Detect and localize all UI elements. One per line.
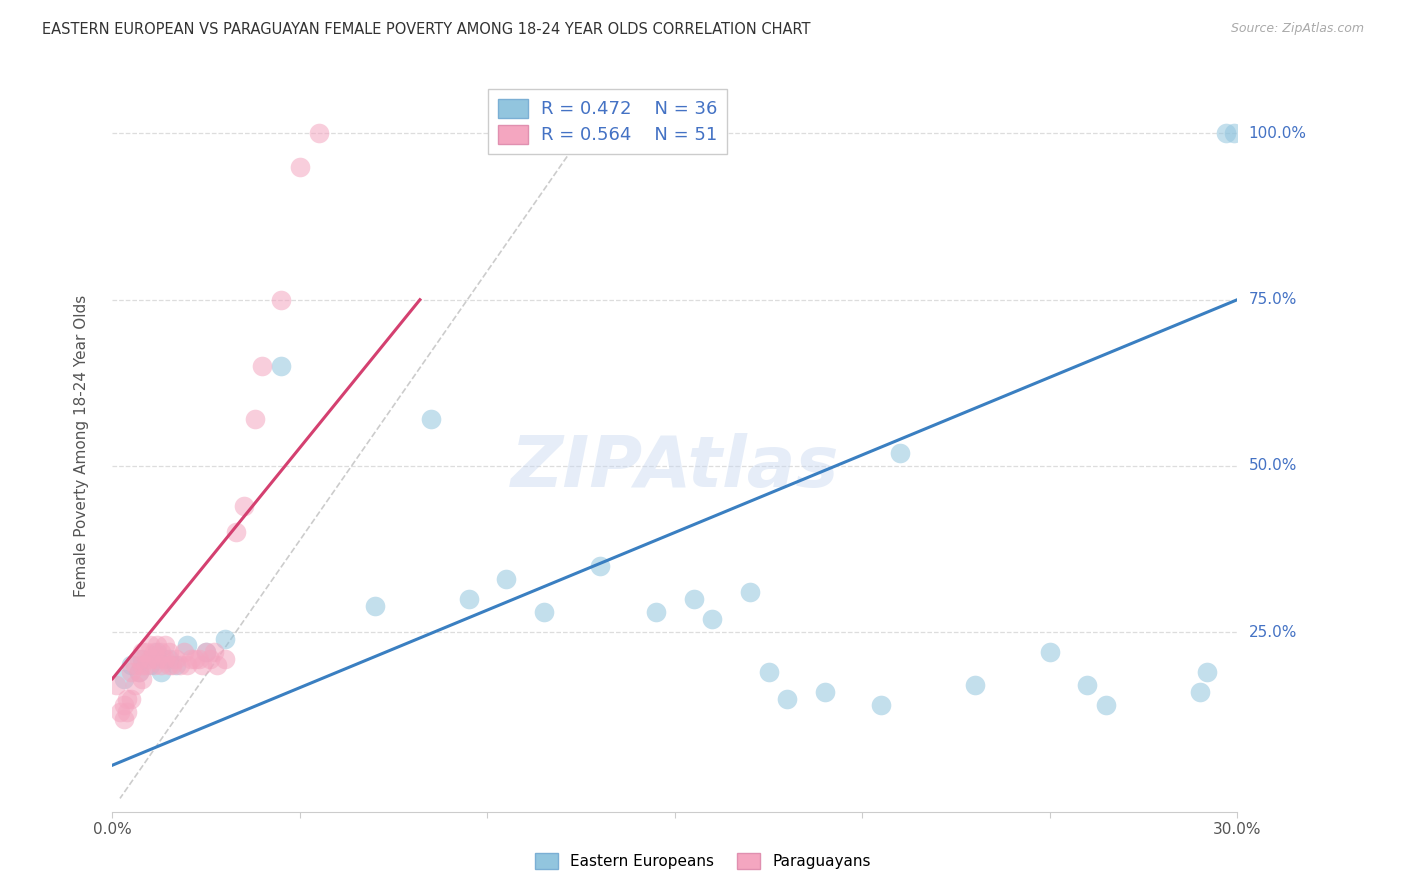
Point bbox=[1197, 665, 1219, 679]
Text: 75.0%: 75.0% bbox=[1249, 293, 1296, 307]
Point bbox=[162, 658, 184, 673]
Point bbox=[202, 645, 225, 659]
Point bbox=[105, 678, 128, 692]
Point bbox=[180, 652, 202, 666]
Point bbox=[198, 652, 221, 666]
Point bbox=[457, 591, 479, 606]
Point bbox=[176, 639, 198, 653]
Point bbox=[112, 712, 135, 726]
Point bbox=[214, 652, 236, 666]
Legend: Eastern Europeans, Paraguayans: Eastern Europeans, Paraguayans bbox=[529, 847, 877, 875]
Point bbox=[243, 412, 266, 426]
Point bbox=[157, 652, 180, 666]
Point bbox=[308, 127, 330, 141]
Text: 100.0%: 100.0% bbox=[1249, 126, 1306, 141]
Point bbox=[184, 652, 207, 666]
Point bbox=[738, 585, 761, 599]
Point bbox=[120, 658, 142, 673]
Point bbox=[117, 705, 139, 719]
Point bbox=[165, 658, 187, 673]
Point bbox=[124, 658, 146, 673]
Point bbox=[128, 665, 150, 679]
Point bbox=[364, 599, 387, 613]
Point bbox=[225, 525, 247, 540]
Text: 50.0%: 50.0% bbox=[1249, 458, 1296, 474]
Point bbox=[758, 665, 780, 679]
Point bbox=[682, 591, 704, 606]
Point bbox=[139, 658, 162, 673]
Y-axis label: Female Poverty Among 18-24 Year Olds: Female Poverty Among 18-24 Year Olds bbox=[75, 295, 89, 597]
Point bbox=[108, 705, 131, 719]
Point bbox=[150, 658, 173, 673]
Point bbox=[533, 605, 555, 619]
Point bbox=[153, 652, 176, 666]
Point bbox=[702, 612, 724, 626]
Point bbox=[139, 639, 162, 653]
Point bbox=[142, 658, 165, 673]
Point bbox=[776, 691, 799, 706]
Point bbox=[252, 359, 274, 374]
Point bbox=[1188, 685, 1211, 699]
Point bbox=[288, 160, 311, 174]
Point bbox=[131, 672, 153, 686]
Point bbox=[165, 652, 187, 666]
Point bbox=[146, 652, 169, 666]
Point bbox=[128, 665, 150, 679]
Point bbox=[142, 645, 165, 659]
Point bbox=[135, 645, 157, 659]
Point bbox=[169, 658, 191, 673]
Point bbox=[1095, 698, 1118, 713]
Point bbox=[589, 127, 612, 141]
Point bbox=[150, 645, 173, 659]
Point bbox=[150, 665, 173, 679]
Point bbox=[131, 652, 153, 666]
Point bbox=[157, 645, 180, 659]
Legend: R = 0.472    N = 36, R = 0.564    N = 51: R = 0.472 N = 36, R = 0.564 N = 51 bbox=[488, 88, 727, 153]
Point bbox=[146, 639, 169, 653]
Point bbox=[131, 658, 153, 673]
Point bbox=[814, 685, 837, 699]
Point bbox=[589, 558, 612, 573]
Point bbox=[128, 652, 150, 666]
Point bbox=[112, 672, 135, 686]
Point bbox=[131, 645, 153, 659]
Point bbox=[270, 359, 292, 374]
Text: 25.0%: 25.0% bbox=[1249, 624, 1296, 640]
Point bbox=[1222, 127, 1244, 141]
Point bbox=[112, 698, 135, 713]
Point bbox=[195, 645, 218, 659]
Point bbox=[645, 605, 668, 619]
Text: EASTERN EUROPEAN VS PARAGUAYAN FEMALE POVERTY AMONG 18-24 YEAR OLDS CORRELATION : EASTERN EUROPEAN VS PARAGUAYAN FEMALE PO… bbox=[42, 22, 811, 37]
Point bbox=[173, 645, 195, 659]
Point bbox=[1215, 127, 1237, 141]
Point bbox=[870, 698, 893, 713]
Point bbox=[214, 632, 236, 646]
Point bbox=[232, 499, 254, 513]
Point bbox=[120, 665, 142, 679]
Point bbox=[117, 691, 139, 706]
Point bbox=[420, 412, 443, 426]
Point bbox=[146, 645, 169, 659]
Point bbox=[157, 658, 180, 673]
Point bbox=[889, 445, 911, 459]
Point bbox=[120, 691, 142, 706]
Point bbox=[270, 293, 292, 307]
Point bbox=[963, 678, 986, 692]
Point bbox=[191, 658, 214, 673]
Point bbox=[124, 678, 146, 692]
Point bbox=[207, 658, 229, 673]
Point bbox=[1039, 645, 1062, 659]
Point bbox=[176, 658, 198, 673]
Point bbox=[1076, 678, 1098, 692]
Text: ZIPAtlas: ZIPAtlas bbox=[510, 434, 839, 502]
Point bbox=[195, 645, 218, 659]
Point bbox=[139, 652, 162, 666]
Text: Source: ZipAtlas.com: Source: ZipAtlas.com bbox=[1230, 22, 1364, 36]
Point bbox=[153, 639, 176, 653]
Point bbox=[135, 658, 157, 673]
Point bbox=[187, 652, 209, 666]
Point bbox=[495, 572, 517, 586]
